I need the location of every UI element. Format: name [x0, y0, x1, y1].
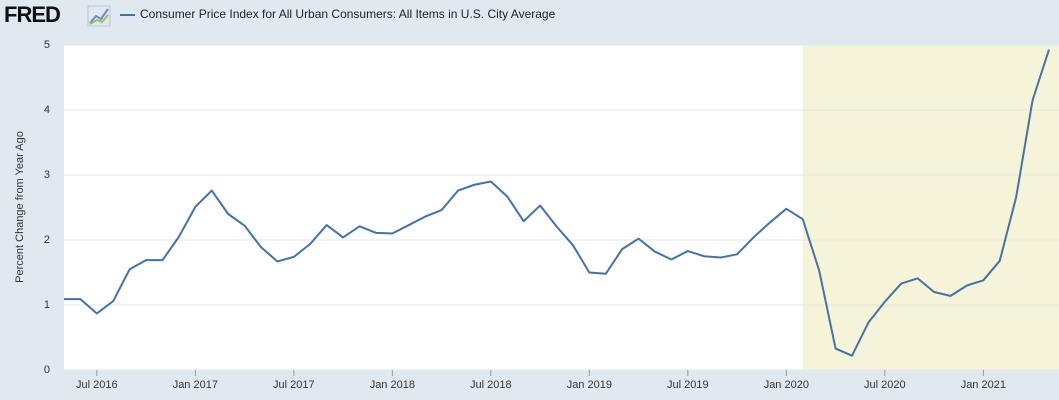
x-tick-label: Jul 2018	[470, 379, 512, 391]
x-tick-label: Jan 2020	[764, 379, 809, 391]
y-tick-label: 4	[44, 104, 50, 116]
logo-icon	[87, 5, 111, 27]
x-tick-label: Jul 2020	[864, 379, 906, 391]
y-tick-label: 1	[44, 299, 50, 311]
y-axis-label: Percent Change from Year Ago	[14, 131, 26, 283]
x-tick-label: Jul 2017	[273, 379, 315, 391]
y-tick-label: 3	[44, 169, 50, 181]
x-tick-label: Jan 2019	[567, 379, 612, 391]
logo: FRED	[4, 2, 60, 27]
y-tick-label: 2	[44, 234, 50, 246]
series-line	[64, 49, 1050, 357]
y-tick-label: 0	[44, 364, 50, 376]
x-tick-label: Jan 2021	[961, 379, 1006, 391]
x-tick-label: Jul 2019	[667, 379, 709, 391]
y-tick-label: 5	[44, 39, 50, 51]
x-tick-label: Jan 2018	[370, 379, 415, 391]
x-tick-label: Jul 2016	[76, 379, 118, 391]
recession-shading	[802, 45, 1059, 370]
legend-label: Consumer Price Index for All Urban Consu…	[140, 7, 556, 21]
x-tick-label: Jan 2017	[173, 379, 218, 391]
